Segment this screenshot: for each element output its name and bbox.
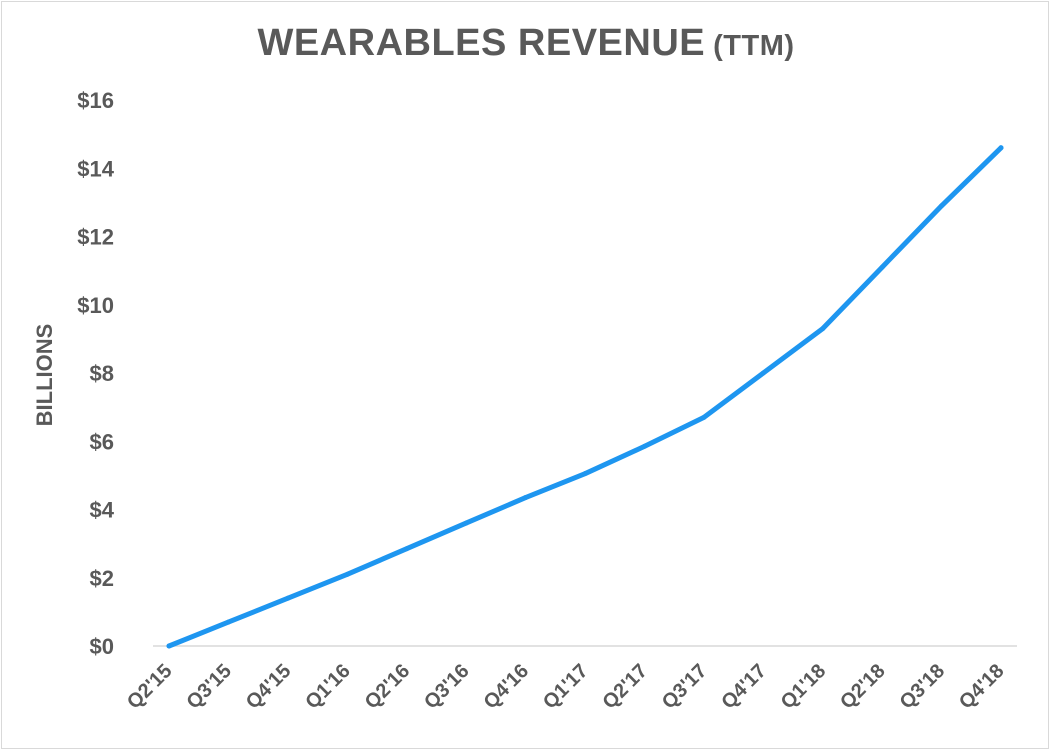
x-tick-label: Q2'15 [123, 660, 177, 714]
series-group [166, 145, 1004, 649]
data-point [344, 571, 350, 577]
x-tick-label: Q4'18 [955, 660, 1009, 714]
series-line [166, 145, 1004, 649]
x-tick-label: Q2'16 [361, 660, 415, 714]
y-tick-label: $6 [90, 429, 114, 454]
x-tick-label: Q3'17 [658, 660, 712, 714]
x-tick-label: Q4'15 [242, 660, 296, 714]
y-tick-label: $12 [77, 225, 114, 250]
x-tick-label: Q1'17 [539, 660, 593, 714]
y-tick-label: $2 [90, 566, 114, 591]
x-tick-label: Q4'17 [717, 660, 771, 714]
data-point [285, 595, 291, 601]
y-tick-label: $14 [77, 156, 114, 181]
y-tick-label: $0 [90, 634, 114, 659]
chart-title: WEARABLES REVENUE [257, 22, 706, 64]
data-point [820, 326, 826, 332]
data-point [641, 443, 647, 449]
x-tick-label: Q4'16 [480, 660, 534, 714]
y-tick-label: $4 [90, 498, 115, 523]
data-point [523, 495, 529, 501]
data-point [998, 145, 1004, 151]
y-tick-label: $8 [90, 361, 114, 386]
y-tick-label: $10 [77, 293, 114, 318]
chart-subtitle: (TTM) [713, 30, 795, 62]
x-axis-ticks: Q2'15 Q3'15 Q4'15 Q1'16 Q2'16 Q3'16 Q4'16 Q1'17… [123, 660, 1009, 714]
x-tick-label: Q3'15 [182, 660, 236, 714]
y-axis-ticks: $0 $2 $4 $6 $8 $10 $12 $14 $16 [77, 88, 114, 659]
data-point [404, 546, 410, 552]
x-tick-label: Q3'16 [420, 660, 474, 714]
y-tick-label: $16 [77, 88, 114, 113]
y-axis-label: BILLIONS [32, 324, 57, 427]
data-point [760, 370, 766, 376]
data-point [463, 520, 469, 526]
data-point [225, 619, 231, 625]
data-point [582, 471, 588, 477]
x-tick-label: Q2'18 [836, 660, 890, 714]
data-point [701, 414, 707, 420]
x-tick-label: Q1'16 [301, 660, 355, 714]
x-tick-label: Q2'17 [598, 660, 652, 714]
x-tick-label: Q3'18 [896, 660, 950, 714]
data-point [879, 264, 885, 270]
chart-title-block: WEARABLES REVENUE (TTM) [0, 22, 1052, 65]
data-point [166, 643, 172, 649]
data-point [939, 203, 945, 209]
x-tick-label: Q1'18 [777, 660, 831, 714]
